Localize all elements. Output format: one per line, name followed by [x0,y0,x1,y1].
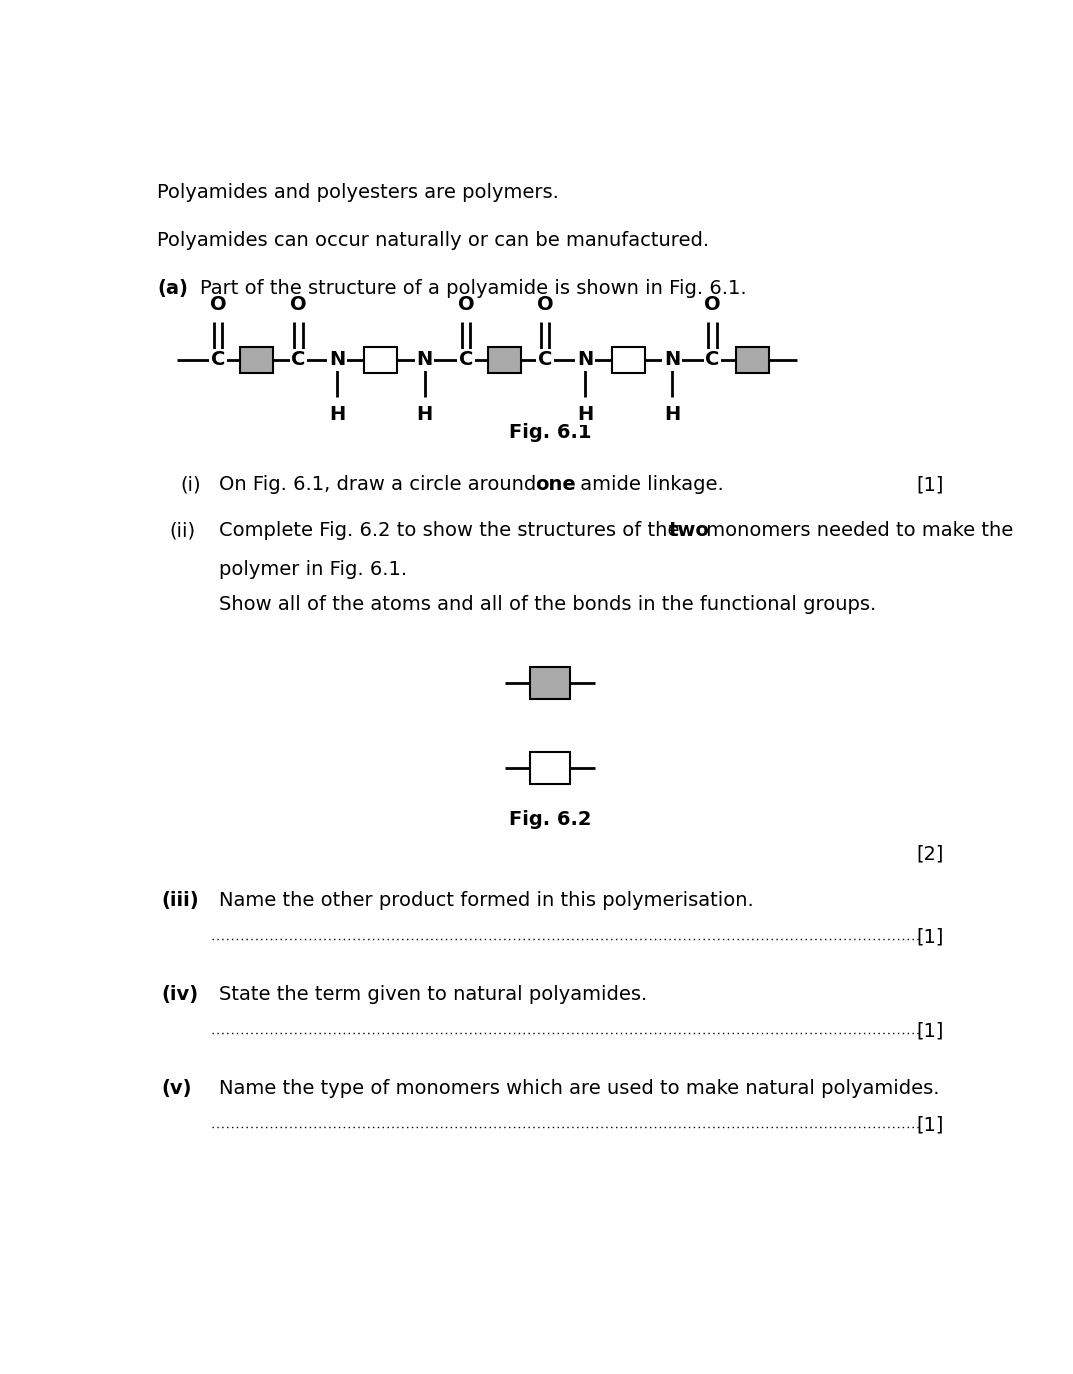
Text: [1]: [1] [916,1022,944,1040]
Text: C: C [291,350,306,370]
Text: C: C [458,350,473,370]
Text: H: H [416,405,432,425]
Text: C: C [538,350,553,370]
Text: Name the other product formed in this polymerisation.: Name the other product formed in this po… [219,890,754,910]
Text: Fig. 6.1: Fig. 6.1 [509,423,591,442]
Text: C: C [705,350,720,370]
Text: Fig. 6.2: Fig. 6.2 [509,811,591,829]
Text: amide linkage.: amide linkage. [574,475,723,495]
Text: O: O [536,295,554,315]
Text: (v): (v) [161,1079,192,1098]
Text: Complete Fig. 6.2 to show the structures of the: Complete Fig. 6.2 to show the structures… [219,521,686,540]
Text: H: H [577,405,593,425]
Text: [1]: [1] [916,927,944,947]
Text: O: O [209,295,226,315]
Text: (a): (a) [158,279,188,298]
Text: Polyamides and polyesters are polymers.: Polyamides and polyesters are polymers. [158,183,559,202]
Text: N: N [577,350,593,370]
Bar [613,346,645,372]
Text: Show all of the atoms and all of the bonds in the functional groups.: Show all of the atoms and all of the bon… [219,595,877,614]
Text: Part of the structure of a polyamide is shown in Fig. 6.1.: Part of the structure of a polyamide is … [200,279,747,298]
Text: [2]: [2] [916,845,944,864]
Text: two: two [668,521,709,540]
Text: O: O [290,295,307,315]
Text: State the term given to natural polyamides.: State the term given to natural polyamid… [219,985,648,1004]
Text: H: H [664,405,680,425]
Text: Name the type of monomers which are used to make natural polyamides.: Name the type of monomers which are used… [219,1079,940,1098]
Text: (iv): (iv) [161,985,199,1004]
Bar [240,346,273,372]
Bar [530,666,570,699]
Text: [1]: [1] [916,1116,944,1135]
Text: Polyamides can occur naturally or can be manufactured.: Polyamides can occur naturally or can be… [158,231,709,250]
Text: C: C [210,350,225,370]
Text: On Fig. 6.1, draw a circle around: On Fig. 6.1, draw a circle around [219,475,543,495]
Text: O: O [457,295,474,315]
Text: H: H [329,405,346,425]
Text: [1]: [1] [916,475,944,495]
Bar [365,346,397,372]
Text: (i): (i) [180,475,202,495]
Text: one: one [535,475,576,495]
Bar [736,346,769,372]
Text: (ii): (ii) [170,521,195,540]
Text: monomers needed to make the: monomers needed to make the [700,521,1013,540]
Text: N: N [416,350,432,370]
Text: polymer in Fig. 6.1.: polymer in Fig. 6.1. [219,559,408,578]
Text: N: N [664,350,680,370]
Bar [488,346,520,372]
Text: (iii): (iii) [161,890,199,910]
Text: O: O [704,295,721,315]
Bar [530,752,570,785]
Text: N: N [329,350,346,370]
